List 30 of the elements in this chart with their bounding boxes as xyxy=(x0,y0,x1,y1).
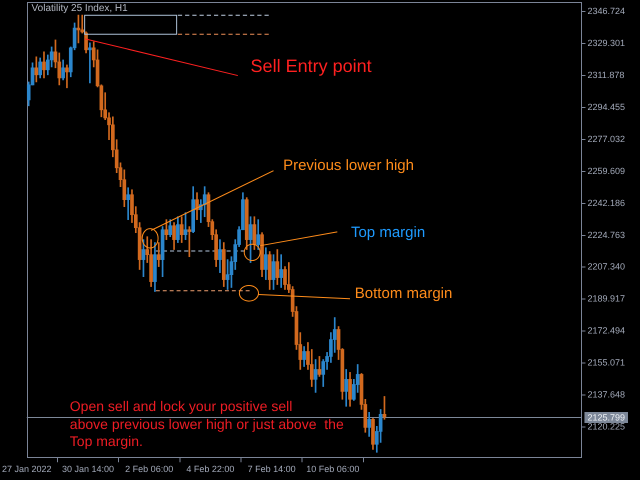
x-tick-label: 4 Feb 22:00 xyxy=(186,464,234,474)
y-tick-label: 2207.340 xyxy=(587,262,626,272)
annotation: Top margin xyxy=(350,224,426,242)
x-tick-label: 27 Jan 2022 xyxy=(2,464,52,474)
candlestick xyxy=(382,396,386,420)
annotation: Open sell and lock your positive sell above previous lower high or just above the Top margin. xyxy=(70,398,344,452)
candlestick xyxy=(65,64,69,88)
x-tick-label: 7 Feb 14:00 xyxy=(248,464,296,474)
y-tick-label: 2224.763 xyxy=(587,230,626,240)
x-tick-label: 2 Feb 06:00 xyxy=(125,464,174,474)
annotation: Bottom margin xyxy=(354,284,452,302)
x-tick-label: 10 Feb 06:00 xyxy=(306,464,360,474)
ref-line-label: 2125.799 xyxy=(587,412,626,422)
y-tick-label: 2346.724 xyxy=(587,6,626,16)
y-tick-label: 2155.071 xyxy=(587,358,626,368)
y-tick-label: 2311.878 xyxy=(587,70,624,80)
y-tick-label: 2189.917 xyxy=(587,294,626,304)
y-tick-label: 2242.186 xyxy=(587,198,626,208)
y-tick-label: 2329.301 xyxy=(587,38,626,48)
y-tick-label: 2172.494 xyxy=(587,326,626,336)
y-tick-label: 2259.609 xyxy=(587,166,626,176)
y-tick-label: 2294.455 xyxy=(587,102,626,112)
chart-title: Volatility 25 Index, H1 xyxy=(32,2,128,15)
y-tick-label: 2120.225 xyxy=(587,421,626,432)
annotation: Sell Entry point xyxy=(250,56,372,78)
candlestick xyxy=(184,212,188,240)
annotation: Previous lower high xyxy=(283,156,414,175)
y-tick-label: 2137.648 xyxy=(587,390,626,400)
y-tick-label: 2277.032 xyxy=(587,134,626,144)
x-tick-label: 30 Jan 14:00 xyxy=(62,464,114,474)
